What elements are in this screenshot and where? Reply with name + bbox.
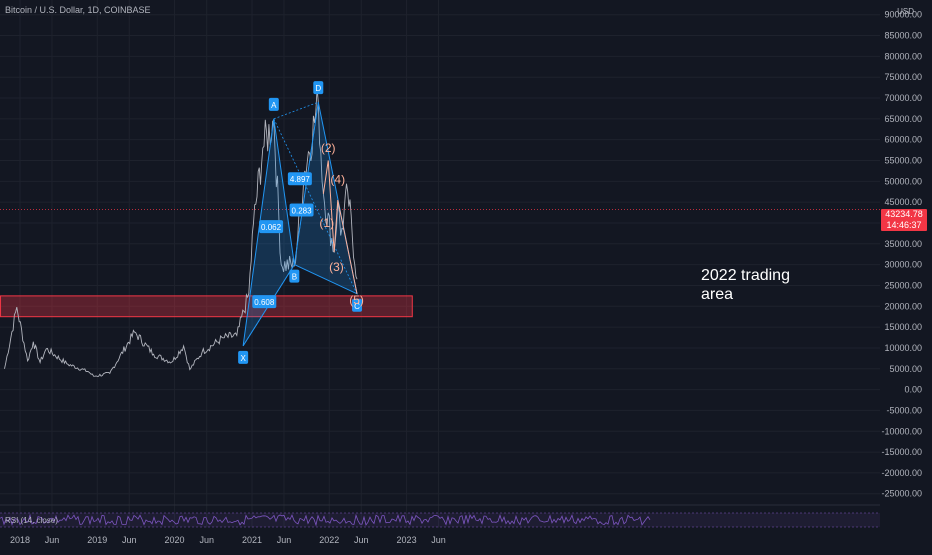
grid [0, 0, 880, 528]
point-label-text: A [271, 101, 277, 110]
y-tick-label: 30000.00 [884, 260, 922, 270]
ratio-label-bg [252, 295, 277, 309]
wave-label: (3) [329, 260, 344, 274]
point-label-text: D [315, 84, 321, 93]
ac-ratio-line [273, 118, 358, 294]
ratio-label-text: 0.062 [261, 223, 282, 232]
currency-label: USD [897, 7, 914, 16]
x-tick-label: Jun [354, 535, 369, 545]
wave-label: (5) [349, 293, 364, 307]
point-label-bg [352, 298, 363, 312]
wave-labels: (1) (2) (3) (4) (5) [319, 141, 364, 307]
x-tick-label: 2021 [242, 535, 262, 545]
point-label-a: A [268, 97, 279, 111]
time-axis[interactable]: 2018 Jun 2019 Jun 2020 Jun 2021 Jun 2022 Jun 2023 J… [10, 535, 446, 545]
y-tick-label: 20000.00 [884, 301, 922, 311]
current-price-value: 43234.78 [885, 209, 923, 219]
y-tick-label: -20000.00 [881, 468, 922, 478]
ad-ratio-line [273, 101, 319, 120]
y-tick-label: 35000.00 [884, 239, 922, 249]
y-tick-label: 25000.00 [884, 280, 922, 290]
point-label-text: B [292, 273, 297, 282]
y-tick-label: 5000.00 [889, 364, 922, 374]
ratio-label: 4.897 [287, 172, 312, 186]
x-tick-label: Jun [277, 535, 292, 545]
support-zone-rect [0, 295, 413, 318]
ratio-label: 0.062 [259, 220, 284, 234]
y-tick-label: -10000.00 [881, 426, 922, 436]
current-price-badge: 43234.78 14:46:37 [881, 209, 927, 231]
ratio-label-bg [289, 203, 314, 217]
wave-label: (4) [330, 172, 345, 186]
y-tick-label: 70000.00 [884, 93, 922, 103]
wave-label: (1) [319, 216, 334, 230]
y-tick-label: 50000.00 [884, 176, 922, 186]
chart-title: Bitcoin / U.S. Dollar, 1D, COINBASE [5, 5, 151, 15]
rsi-label: RSI (14, close) [5, 516, 58, 525]
bd-ratio-line [293, 102, 319, 265]
price-line [4, 88, 358, 377]
y-tick-label: 45000.00 [884, 197, 922, 207]
price-axis[interactable]: 90000.00 85000.00 80000.00 75000.00 70000.00… [881, 7, 922, 499]
point-label-b: B [289, 269, 300, 283]
point-label-bg [313, 81, 324, 95]
ratio-label: 0.608 [252, 295, 277, 309]
point-label-c: C [352, 298, 363, 312]
support-zone [0, 295, 413, 318]
point-label-text: C [354, 302, 360, 311]
y-tick-label: 90000.00 [884, 10, 922, 20]
y-tick-label: -25000.00 [881, 489, 922, 499]
y-tick-label: 75000.00 [884, 72, 922, 82]
pattern-triangle-bcd [293, 102, 358, 295]
point-label-text: X [240, 354, 246, 363]
ratio-label-text: 0.608 [254, 298, 275, 307]
rsi-band [0, 513, 880, 527]
point-label-bg [238, 350, 249, 364]
y-tick-label: 15000.00 [884, 322, 922, 332]
ratio-label-bg [259, 220, 284, 234]
countdown-timer: 14:46:37 [886, 220, 922, 230]
y-tick-label: 65000.00 [884, 114, 922, 124]
rsi-line [0, 513, 651, 527]
rsi-pane: RSI (14, close) [0, 504, 880, 528]
y-tick-label: 80000.00 [884, 51, 922, 61]
point-label-bg [268, 97, 279, 111]
x-tick-label: 2022 [319, 535, 339, 545]
ratio-label-text: 0.283 [292, 206, 313, 215]
y-tick-label: 85000.00 [884, 31, 922, 41]
y-tick-label: -15000.00 [881, 447, 922, 457]
y-tick-label: -5000.00 [886, 405, 922, 415]
x-tick-label: 2018 [10, 535, 30, 545]
x-tick-label: Jun [122, 535, 137, 545]
x-tick-label: 2020 [165, 535, 185, 545]
x-tick-label: 2023 [397, 535, 417, 545]
y-tick-label: 10000.00 [884, 343, 922, 353]
pattern-labels: X A B C D 0.608 0.062 4.897 0.283 [238, 81, 363, 364]
price-series [4, 88, 358, 377]
wave-path [322, 160, 358, 294]
point-label-x: X [238, 350, 249, 364]
wave-label: (2) [321, 141, 336, 155]
y-tick-label: 0.00 [904, 385, 922, 395]
ratio-label-bg [287, 172, 312, 186]
x-tick-label: Jun [45, 535, 60, 545]
y-tick-label: 55000.00 [884, 155, 922, 165]
x-tick-label: Jun [199, 535, 214, 545]
x-tick-label: Jun [431, 535, 446, 545]
ratio-label-text: 4.897 [290, 175, 311, 184]
point-label-d: D [313, 81, 324, 95]
x-tick-label: 2019 [87, 535, 107, 545]
ratio-label: 0.283 [289, 203, 314, 217]
trading-area-annotation: 2022 trading area [701, 267, 790, 303]
point-label-bg [289, 269, 300, 283]
y-tick-label: 60000.00 [884, 135, 922, 145]
